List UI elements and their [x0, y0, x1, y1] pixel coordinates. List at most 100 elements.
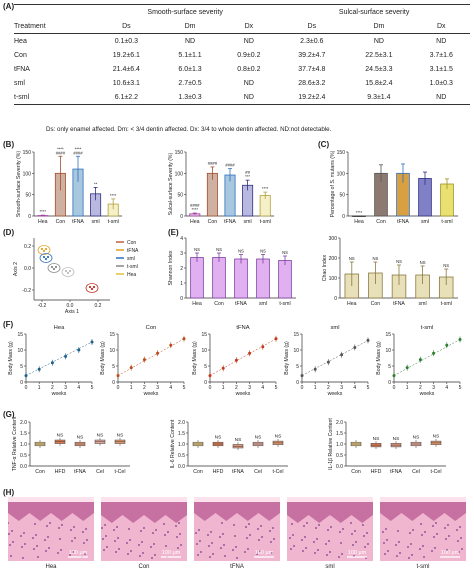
significance-label: NS [77, 435, 84, 441]
cell-nucleus [116, 526, 118, 528]
panel-title: sml [330, 325, 339, 331]
x-tick-label: Cel [96, 469, 104, 475]
table-col-header: Ds [92, 19, 161, 34]
bar-Con [212, 257, 226, 299]
chart-E-right-y-label: Chao Index [322, 254, 328, 281]
cell-nucleus [367, 543, 369, 545]
cell-nucleus [57, 552, 59, 554]
data-point [208, 374, 212, 378]
data-point [221, 366, 225, 370]
x-tick-label: 4 [77, 385, 80, 391]
cell-nucleus [302, 550, 304, 552]
data-point [458, 337, 462, 341]
y-tick-label: 15 [109, 332, 115, 338]
legend-label: t-sml [127, 264, 138, 270]
cell-nucleus [195, 532, 197, 534]
significance-label: **** [262, 186, 269, 191]
cell-nucleus [397, 530, 399, 532]
point-t-sml [68, 269, 72, 273]
cell-nucleus [459, 526, 461, 528]
cell-nucleus [350, 522, 352, 524]
keratin-layer [380, 497, 466, 502]
significance-label: **** [40, 209, 47, 214]
trend-line [301, 340, 369, 376]
significance-label: NS [282, 250, 288, 255]
x-tick-label: 0.2 [95, 303, 102, 309]
cell-nucleus [407, 546, 409, 548]
x-tick-label: 5 [275, 385, 278, 391]
cell-nucleus [175, 525, 177, 527]
data-point [418, 358, 422, 362]
cell-nucleus [85, 528, 87, 530]
cell-nucleus [180, 544, 182, 546]
y-tick-label: 5 [296, 364, 299, 370]
chart-D: 0.2 0.0 -0.2 -0.2 0.0 0.2 Axis 1 Axis 2 Con tFNA s… [13, 238, 139, 315]
x-tick-label: t-sml [279, 301, 290, 307]
y-tick-label: 1.5 [20, 431, 27, 437]
point-Hea [42, 249, 46, 253]
cell-nucleus [130, 550, 132, 552]
x-tick-label: 0 [117, 385, 120, 391]
cell-nucleus [209, 556, 211, 558]
x-tick-label: 2 [51, 385, 54, 391]
cell-nucleus [232, 549, 234, 551]
cell-nucleus [12, 541, 14, 543]
table-cell: 19.2±2.4 [278, 90, 346, 105]
table-cell: ND [184, 37, 196, 45]
x-tick-label: t-sml [108, 219, 119, 225]
panel-label-g: (G) [3, 410, 15, 419]
cell-nucleus [456, 529, 458, 531]
y-tick-label: 0 [112, 380, 115, 386]
cell-nucleus [221, 522, 223, 524]
x-tick-label: 0 [301, 385, 304, 391]
cell-nucleus [179, 533, 181, 535]
cell-nucleus [140, 530, 142, 532]
cell-nucleus [58, 527, 60, 529]
x-tick-label: 2 [419, 385, 422, 391]
point-sml [54, 265, 58, 269]
cell-nucleus [444, 527, 446, 529]
x-tick-label: tFNA [397, 219, 409, 225]
histology-image: 100 μm [380, 497, 466, 561]
x-tick-label: HFD [213, 469, 224, 475]
d-x-label: Axis 1 [65, 309, 79, 315]
table-cell: Hea [14, 37, 27, 45]
x-tick-label: 4 [169, 385, 172, 391]
y-tick-label: 1.5 [336, 431, 343, 437]
significance-label: NS [433, 434, 440, 440]
x-tick-label: Con [193, 469, 203, 475]
smooth-group-header: Smooth-surface severity [92, 4, 279, 19]
x-tick-label: 1 [38, 385, 41, 391]
x-tick-label: HFD [371, 469, 382, 475]
x-label: weeks [52, 391, 67, 397]
x-tick-label: 4 [445, 385, 448, 391]
cell-nucleus [291, 523, 293, 525]
table-cell: ND [373, 37, 384, 45]
cell-nucleus [59, 538, 61, 540]
table-cell: 21.4±6.4 [112, 65, 140, 73]
cell-nucleus [154, 554, 156, 556]
y-tick-label: 300 [329, 236, 338, 242]
x-label: weeks [420, 391, 435, 397]
cell-nucleus [236, 557, 238, 559]
x-tick-label: tFNA [393, 301, 405, 307]
x-tick-label: 5 [459, 385, 462, 391]
table-cell: 39.2±4.7 [298, 51, 326, 59]
x-tick-label: tFNA [72, 219, 84, 225]
y-tick-label: 15 [17, 332, 23, 338]
y-tick-label: 100 [23, 171, 32, 177]
cell-nucleus [46, 525, 48, 527]
table-col-header: Treatment [14, 19, 93, 34]
cell-nucleus [410, 543, 412, 545]
cell-nucleus [167, 531, 169, 533]
panel-title: t-sml [421, 325, 434, 331]
cell-nucleus [293, 545, 295, 547]
cell-nucleus [199, 540, 201, 542]
table-cell: 5.1±1.1 [178, 51, 202, 59]
cell-nucleus [8, 533, 10, 535]
data-point [50, 361, 54, 365]
legend-label: Con [127, 240, 136, 246]
cell-nucleus [313, 541, 315, 543]
x-tick-label: 1 [130, 385, 133, 391]
x-tick-label: 1 [406, 385, 409, 391]
